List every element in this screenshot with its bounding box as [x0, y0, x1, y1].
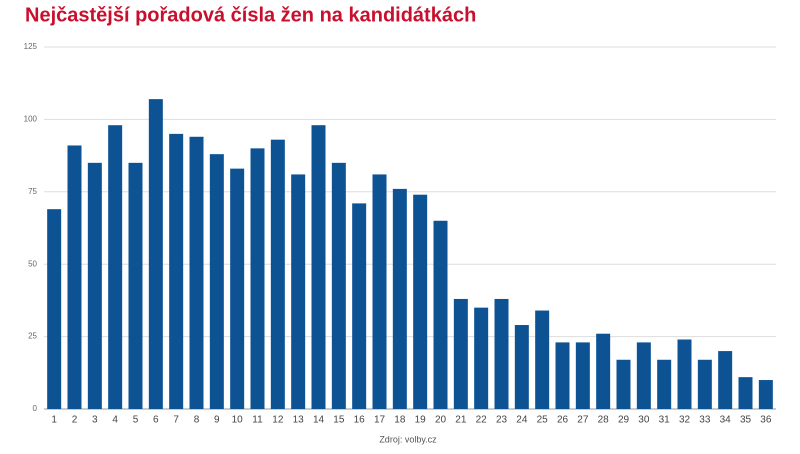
- bar: [47, 209, 62, 409]
- x-tick-label: 5: [133, 415, 139, 426]
- x-tick-label: 34: [720, 415, 732, 426]
- bar: [311, 125, 326, 409]
- x-tick-label: 33: [699, 415, 711, 426]
- chart-title: Nejčastější pořadová čísla žen na kandid…: [25, 4, 476, 26]
- x-tick-label: 9: [214, 415, 220, 426]
- x-tick-label: 15: [333, 415, 345, 426]
- bar: [392, 188, 407, 409]
- bar: [372, 174, 387, 409]
- y-tick-label: 50: [28, 259, 37, 268]
- bar: [575, 342, 590, 409]
- bar: [555, 342, 570, 409]
- bar: [677, 339, 692, 409]
- x-tick-label: 19: [415, 415, 427, 426]
- bar: [596, 333, 611, 409]
- x-tick-label: 20: [435, 415, 447, 426]
- x-tick-label: 11: [252, 415, 263, 426]
- bar: [270, 139, 285, 409]
- bar: [636, 342, 651, 409]
- x-tick-label: 4: [112, 415, 118, 426]
- x-tick-label: 36: [760, 415, 772, 426]
- bar: [738, 377, 753, 409]
- bar: [616, 359, 631, 409]
- bar: [657, 359, 672, 409]
- x-tick-label: 10: [232, 415, 244, 426]
- y-tick-label: 0: [33, 404, 38, 413]
- x-tick-label: 31: [659, 415, 671, 426]
- x-tick-label: 8: [194, 415, 200, 426]
- bar: [250, 148, 265, 410]
- x-tick-label: 1: [51, 415, 57, 426]
- bar: [474, 307, 489, 409]
- x-tick-label: 17: [374, 415, 386, 426]
- x-tick-label: 30: [638, 415, 650, 426]
- bar: [494, 298, 509, 409]
- x-tick-label: 28: [598, 415, 610, 426]
- bar: [352, 203, 367, 409]
- y-tick-label: 100: [24, 115, 38, 124]
- bar: [230, 168, 245, 409]
- y-tick-label: 125: [24, 42, 38, 51]
- bar: [535, 310, 550, 409]
- bar: [67, 145, 82, 410]
- x-tick-label: 16: [354, 415, 366, 426]
- bar: [697, 359, 712, 409]
- bar: [718, 351, 733, 409]
- x-tick-label: 24: [516, 415, 528, 426]
- source: Zdroj: volby.cz: [379, 434, 437, 444]
- bar: [413, 194, 428, 409]
- x-tick-label: 23: [496, 415, 508, 426]
- x-tick-label: 7: [173, 415, 179, 426]
- y-tick-label: 25: [28, 332, 37, 341]
- bar: [331, 162, 346, 409]
- x-tick-label: 22: [476, 415, 488, 426]
- x-tick-label: 35: [740, 415, 752, 426]
- x-tick-label: 12: [272, 415, 284, 426]
- x-tick-label: 29: [618, 415, 630, 426]
- x-tick-label: 27: [577, 415, 589, 426]
- y-tick-label: 75: [28, 187, 37, 196]
- x-tick-label: 26: [557, 415, 569, 426]
- x-tick-label: 14: [313, 415, 325, 426]
- bar: [148, 99, 163, 410]
- bar: [87, 162, 102, 409]
- x-tick-label: 13: [293, 415, 305, 426]
- bar: [209, 154, 224, 409]
- bar: [108, 125, 123, 409]
- bar: [433, 220, 448, 409]
- bar: [758, 380, 773, 409]
- bar: [291, 174, 306, 409]
- bar: [169, 133, 184, 409]
- bar: [514, 325, 529, 409]
- x-tick-label: 32: [679, 415, 691, 426]
- x-tick-label: 2: [72, 415, 78, 426]
- bar: [453, 298, 468, 409]
- bar: [189, 136, 204, 409]
- bar: [128, 162, 143, 409]
- x-tick-label: 3: [92, 415, 98, 426]
- x-tick-label: 21: [455, 415, 467, 426]
- x-tick-label: 6: [153, 415, 159, 426]
- x-tick-label: 25: [537, 415, 549, 426]
- x-tick-label: 18: [394, 415, 406, 426]
